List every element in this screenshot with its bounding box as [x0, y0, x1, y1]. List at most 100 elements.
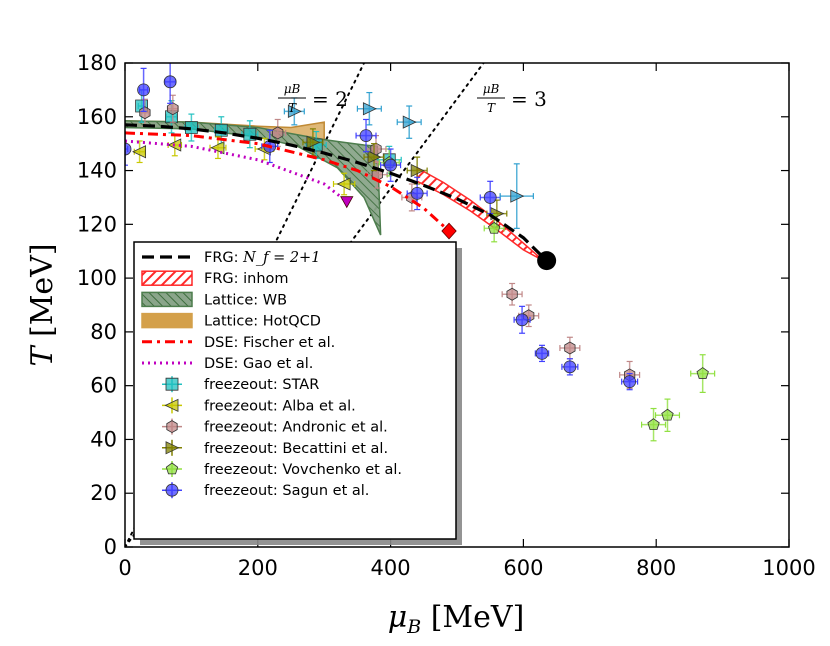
x-tick-label: 400 [371, 556, 411, 580]
critical-endpoint-frg [537, 251, 557, 271]
y-tick-label: 0 [104, 535, 117, 559]
marker [359, 129, 373, 142]
marker [402, 115, 417, 129]
ann-value: = 3 [511, 87, 547, 111]
marker [384, 158, 398, 172]
marker [132, 145, 147, 159]
legend-marker [165, 377, 179, 391]
legend-math: N_f = 2+1 [242, 250, 320, 266]
legend-marker [164, 398, 179, 413]
legend-marker [165, 441, 180, 455]
legend-label: freezeout: Andronic et al. [204, 420, 388, 436]
ann-numer: μB [284, 82, 301, 96]
legend-label: freezeout: Becattini et al. [204, 441, 388, 457]
plot-frame [124, 62, 790, 548]
freezeout-point-5-11 [621, 372, 639, 391]
freezeout-point-2-2 [269, 118, 287, 147]
freezeout-point-5-8 [513, 305, 531, 334]
freezeout-point-5-2 [163, 63, 177, 104]
marker [535, 347, 549, 360]
legend-item-11: freezeout: Sagun et al. [162, 482, 369, 499]
freezeout-point-2-6 [501, 282, 523, 306]
marker [336, 177, 351, 191]
y-tick-label: 120 [77, 212, 117, 236]
y-tick-label: 20 [90, 481, 117, 505]
freezeout-point-2-8 [559, 336, 581, 360]
freezeout-point-5-5 [380, 148, 402, 182]
marker [210, 141, 225, 155]
legend-item-0: FRG: N_f = 2+1 [142, 250, 320, 266]
y-axis-label: T [MeV] [25, 243, 60, 366]
legend-label: DSE: Gao et al. [204, 356, 313, 372]
freezeout-point-1-0 [132, 140, 147, 164]
legend-label: Lattice: WB [204, 292, 287, 308]
marker [488, 221, 501, 234]
marker [272, 126, 284, 140]
marker [125, 142, 132, 156]
y-tick-label: 60 [90, 374, 117, 398]
marker [563, 360, 577, 374]
marker [410, 187, 424, 200]
marker [167, 102, 179, 116]
freezeout-point-5-4 [355, 118, 377, 153]
legend-item-1: FRG: inhom [141, 270, 289, 287]
legend-marker [166, 420, 178, 434]
marker [139, 106, 151, 120]
marker [510, 189, 525, 203]
legend-item-8: freezeout: Andronic et al. [162, 418, 388, 436]
freezeout-point-5-1 [137, 67, 150, 113]
legend-label: freezeout: Sagun et al. [204, 483, 369, 499]
legend-item-7: freezeout: Alba et al. [162, 397, 356, 414]
legend-item-4: DSE: Fischer et al. [142, 335, 335, 351]
legend-label: FRG: inhom [204, 271, 289, 287]
marker [515, 313, 529, 327]
freezeout-point-4-4 [690, 354, 716, 393]
annotation-ratio-2: μB T = 2 [278, 82, 348, 115]
y-tick-label: 100 [77, 266, 117, 290]
x-tick-label: 1000 [762, 556, 815, 580]
marker [661, 408, 674, 421]
legend-item-5: DSE: Gao et al. [142, 356, 313, 372]
y-tick-label: 160 [77, 105, 117, 129]
legend-label: freezeout: STAR [204, 377, 319, 393]
marker [483, 191, 497, 204]
marker [362, 102, 377, 116]
legend-label: DSE: Fischer et al. [204, 335, 335, 351]
marker [287, 104, 302, 119]
freezeout-point-4-2 [640, 407, 667, 442]
freezeout-point-5-0 [125, 132, 132, 166]
legend-box [133, 241, 457, 540]
legend-item-3: Lattice: HotQCD [141, 312, 321, 330]
freezeout-point-5-6 [406, 176, 428, 211]
legend-label: Lattice: HotQCD [204, 314, 321, 330]
freezeout-point-4-3 [654, 398, 681, 432]
marker [647, 418, 660, 430]
ann-value: = 2 [312, 87, 348, 111]
marker [410, 163, 425, 178]
marker [564, 341, 576, 355]
x-tick-label: 0 [118, 556, 131, 580]
legend-item-6: freezeout: STAR [162, 376, 319, 393]
freezeout-point-1-4 [332, 172, 356, 196]
annotation-ratio-3: μB T = 3 [477, 82, 547, 115]
x-tick-label: 200 [238, 556, 278, 580]
line-frg-n-f-2-1 [125, 123, 548, 262]
freezeout-point-5-9 [534, 344, 550, 363]
freezeout-point-3-1 [363, 143, 385, 172]
ann-numer: μB [483, 82, 500, 96]
freezeout-point-6-2 [396, 105, 422, 139]
x-axis-label: μB [MeV] [388, 600, 525, 638]
legend-item-2: Lattice: WB [141, 291, 287, 308]
band-frg-inhom [416, 166, 544, 262]
critical-endpoint-fischer [441, 222, 457, 240]
y-tick-label: 40 [90, 427, 117, 451]
legend-label: freezeout: Alba et al. [204, 398, 356, 414]
marker [623, 375, 637, 389]
legend-item-9: freezeout: Becattini et al. [162, 439, 388, 457]
legend-marker [165, 462, 179, 475]
marker [137, 83, 150, 97]
legend-item-10: freezeout: Vovchenko et al. [162, 461, 402, 478]
legend-swatch [141, 270, 193, 286]
marker [163, 75, 177, 89]
